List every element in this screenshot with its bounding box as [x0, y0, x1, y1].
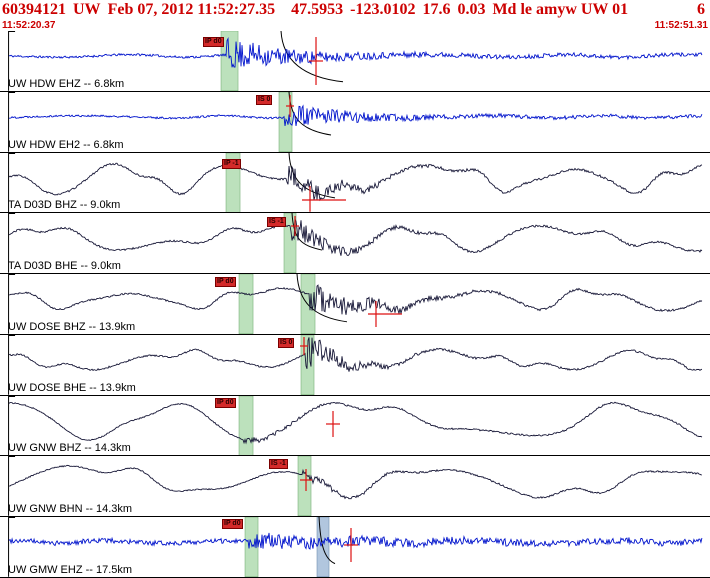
trace-label[interactable]: UW GMW EHZ -- 17.5km: [8, 563, 133, 576]
trace-label[interactable]: TA D03D BHZ -- 9.0km: [8, 199, 121, 212]
longitude: -123.0102: [350, 1, 416, 18]
trace-label[interactable]: UW GNW BHN -- 14.3km: [8, 503, 133, 516]
trace-row[interactable]: IS 0 UW DOSE BHE -- 13.9km: [0, 334, 710, 396]
pick-window-band[interactable]: [220, 31, 239, 91]
depth-km: 17.6: [422, 1, 451, 18]
latitude: 47.5953: [291, 1, 344, 18]
waveform-trace: [8, 532, 703, 550]
phase-pick-flag[interactable]: IS -1: [269, 459, 288, 470]
trace-row[interactable]: IS -1 UW GNW BHN -- 14.3km: [0, 456, 710, 518]
trace-label[interactable]: UW DOSE BHZ -- 13.9km: [8, 320, 136, 333]
phase-pick-flag[interactable]: IP d0: [222, 519, 243, 530]
pick-error-marker[interactable]: [300, 469, 313, 492]
traveltime-curve: [318, 517, 336, 565]
trace-label[interactable]: TA D03D BHE -- 9.0km: [8, 260, 121, 273]
trace-label[interactable]: UW HDW EH2 -- 6.8km: [8, 138, 124, 151]
waveform-trace: [8, 162, 703, 201]
waveform-svg: [8, 395, 703, 456]
waveform-trace: [8, 465, 702, 500]
time-window-bar: 11:52:20.37 11:52:51.31: [0, 20, 710, 31]
pick-window-band[interactable]: [283, 213, 297, 274]
traveltime-curve: [288, 91, 332, 136]
waveform-svg: [8, 517, 703, 577]
waveform-svg: [8, 456, 702, 517]
pick-error-marker[interactable]: [302, 185, 347, 212]
pick-error-marker[interactable]: [326, 410, 341, 437]
magnitude-info: Md le amyw UW 01: [492, 1, 629, 18]
waveform-trace: [8, 219, 703, 257]
trace-label[interactable]: UW DOSE BHE -- 13.9km: [8, 381, 136, 394]
waveform-svg: [8, 31, 703, 91]
traveltime-curve: [280, 31, 344, 83]
pick-error-marker[interactable]: [344, 528, 358, 563]
waveform-trace: [8, 284, 703, 315]
event-header: 60394121 UW Feb 07, 2012 11:52:27.35 47.…: [0, 0, 710, 20]
trace-label[interactable]: UW GNW BHZ -- 14.3km: [8, 442, 131, 455]
pick-error-marker[interactable]: [286, 94, 295, 117]
window-start-time: 11:52:20.37: [2, 20, 56, 31]
phase-pick-flag[interactable]: IP d0: [203, 37, 224, 47]
waveform-trace: [8, 337, 703, 372]
phase-pick-flag[interactable]: IP d0: [215, 277, 236, 288]
pick-window-band[interactable]: [297, 456, 312, 517]
traveltime-curve: [288, 152, 336, 198]
phase-pick-flag[interactable]: IP d0: [215, 397, 236, 408]
phase-pick-flag[interactable]: IS 0: [256, 94, 273, 105]
trace-area: IP d0 UW HDW EHZ -- 6.8km IS 0 UW HDW EH2 -…: [0, 31, 710, 578]
waveform-svg: [8, 334, 703, 395]
phase-pick-flag[interactable]: IS 0: [278, 337, 295, 348]
window-end-time: 11:52:51.31: [654, 20, 708, 31]
trace-row[interactable]: IP d0 UW GNW BHZ -- 14.3km: [0, 395, 710, 457]
trace-row[interactable]: IS -1 TA D03D BHE -- 9.0km: [0, 213, 710, 275]
waveform-svg: [8, 274, 703, 334]
phase-pick-flag[interactable]: IP -1: [222, 158, 241, 169]
event-id: 60394121: [2, 1, 66, 18]
waveform-svg: [8, 91, 703, 152]
pick-error-marker[interactable]: [291, 216, 300, 237]
phase-pick-flag[interactable]: IS -1: [267, 217, 286, 228]
waveform-svg: [8, 213, 703, 274]
pick-window-band[interactable]: [238, 395, 254, 456]
trace-row[interactable]: IP d0 UW DOSE BHZ -- 13.9km: [0, 274, 710, 335]
pick-error-marker[interactable]: [300, 336, 309, 355]
pick-window-band[interactable]: [238, 274, 254, 334]
magnitude: 0.03: [457, 1, 486, 18]
trace-row[interactable]: IP -1 TA D03D BHZ -- 9.0km: [0, 152, 710, 214]
network-code: UW: [73, 1, 101, 18]
trace-label[interactable]: UW HDW EHZ -- 6.8km: [8, 77, 125, 90]
trace-row[interactable]: IP d0 UW GMW EHZ -- 17.5km: [0, 517, 710, 578]
waveform-trace: [9, 104, 703, 126]
waveform-trace: [9, 37, 703, 68]
traveltime-curve: [291, 213, 323, 251]
trace-row[interactable]: IS 0 UW HDW EH2 -- 6.8km: [0, 91, 710, 153]
waveform-trace: [8, 401, 703, 445]
trace-row[interactable]: IP d0 UW HDW EHZ -- 6.8km: [0, 31, 710, 92]
header-extra: 6: [697, 1, 705, 18]
pick-error-marker[interactable]: [367, 301, 402, 328]
origin-time: Feb 07, 2012 11:52:27.35: [107, 1, 276, 18]
pick-error-marker[interactable]: [309, 36, 324, 85]
